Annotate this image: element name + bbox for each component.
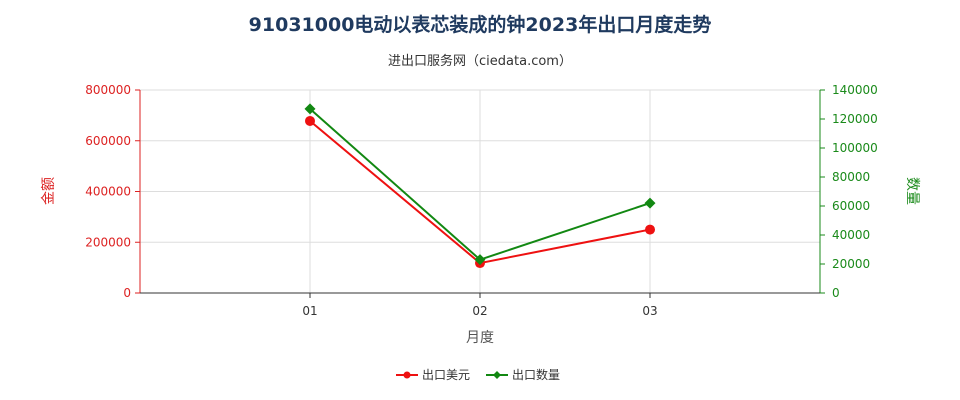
x-tick-label: 03 [642,304,657,318]
data-point [305,115,315,126]
left-tick-label: 0 [123,286,131,300]
right-tick-label: 40000 [832,228,870,242]
data-point [304,103,316,115]
right-tick-label: 140000 [832,83,878,97]
right-tick-label: 0 [832,286,840,300]
right-tick-label: 100000 [832,141,878,155]
left-tick-label: 800000 [85,83,131,97]
data-point [644,197,656,209]
left-tick-label: 600000 [85,134,131,148]
right-tick-label: 20000 [832,257,870,271]
right-axis-label: 数量 [904,177,920,205]
left-axis-label: 金额 [41,177,57,205]
legend: 出口美元 出口数量 [396,367,560,382]
data-point [474,254,486,266]
left-tick-label: 400000 [85,185,131,199]
chart-title: 91031000电动以表芯装成的钟2023年出口月度走势 [248,14,712,36]
chart-subtitle: 进出口服务网（ciedata.com） [388,54,572,69]
series-layer [304,103,656,269]
legend-label: 出口数量 [512,367,560,382]
legend-marker [493,371,501,379]
axes: 0 200000 400000 600000 800000 金额 0 20000 40000 60… [41,83,920,346]
right-tick-label: 60000 [832,199,870,213]
data-point [645,224,655,235]
legend-label: 出口美元 [422,368,470,382]
x-axis-label: 月度 [466,330,494,346]
right-tick-label: 120000 [832,112,878,126]
right-tick-label: 80000 [832,170,870,184]
x-tick-label: 01 [302,304,317,318]
x-tick-label: 02 [472,304,487,318]
legend-marker [403,371,411,379]
left-tick-label: 200000 [85,235,131,249]
